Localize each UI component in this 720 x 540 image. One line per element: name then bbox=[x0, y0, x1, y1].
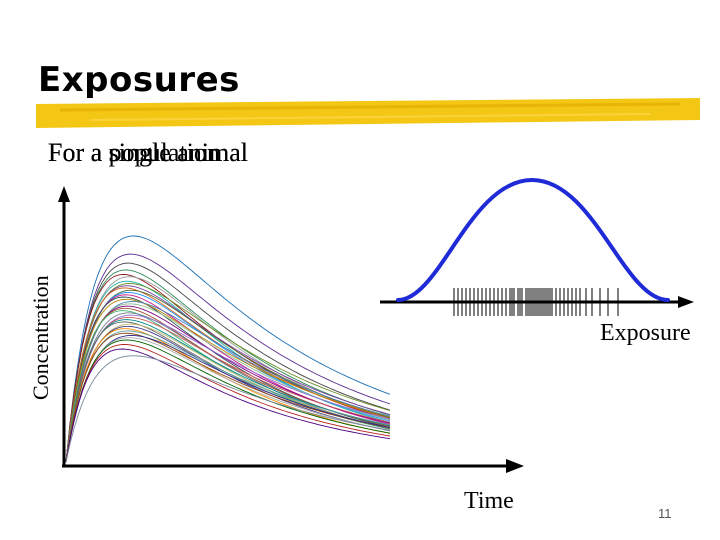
concentration-curves bbox=[65, 235, 391, 463]
concentration-curve bbox=[65, 330, 391, 463]
page-number: 11 bbox=[658, 506, 672, 521]
concentration-curve bbox=[65, 280, 391, 463]
x-axis-label: Time bbox=[464, 488, 514, 514]
concentration-curve bbox=[65, 339, 391, 463]
concentration-curve bbox=[65, 298, 391, 463]
exposure-axis-label: Exposure bbox=[600, 320, 691, 346]
concentration-curve bbox=[65, 344, 391, 463]
subtitle-text-2: For a population bbox=[48, 138, 220, 167]
concentration-curve bbox=[65, 301, 391, 463]
concentration-curve bbox=[65, 262, 391, 463]
y-axis-arrow bbox=[58, 186, 70, 202]
concentration-curve bbox=[65, 337, 391, 463]
concentration-curve bbox=[65, 235, 391, 463]
exposure-distribution bbox=[380, 177, 694, 316]
concentration-curve bbox=[65, 303, 391, 463]
concentration-curve bbox=[65, 285, 391, 463]
concentration-curve bbox=[65, 314, 391, 463]
concentration-curve bbox=[65, 321, 391, 463]
concentration-curve bbox=[65, 283, 391, 463]
concentration-curve bbox=[65, 316, 391, 463]
concentration-curve bbox=[65, 355, 391, 463]
concentration-curve bbox=[65, 253, 391, 463]
slide-title: Exposures bbox=[38, 60, 240, 100]
concentration-curve bbox=[65, 348, 391, 463]
concentration-curve bbox=[65, 273, 391, 463]
concentration-curve bbox=[65, 332, 391, 463]
subtitle-text-1: For a single animal bbox=[48, 138, 249, 167]
exposure-ticks bbox=[453, 288, 619, 316]
x-axis-arrow bbox=[506, 459, 524, 473]
distribution-curve bbox=[396, 177, 670, 302]
y-axis-label: Concentration bbox=[28, 275, 53, 400]
exposure-axis-arrow bbox=[678, 296, 694, 308]
title-underline bbox=[36, 98, 700, 128]
concentration-time-axes bbox=[58, 186, 524, 473]
subtitle-text-3: For a single animal bbox=[48, 138, 249, 167]
concentration-curve bbox=[65, 323, 391, 463]
concentration-curve bbox=[65, 334, 391, 463]
